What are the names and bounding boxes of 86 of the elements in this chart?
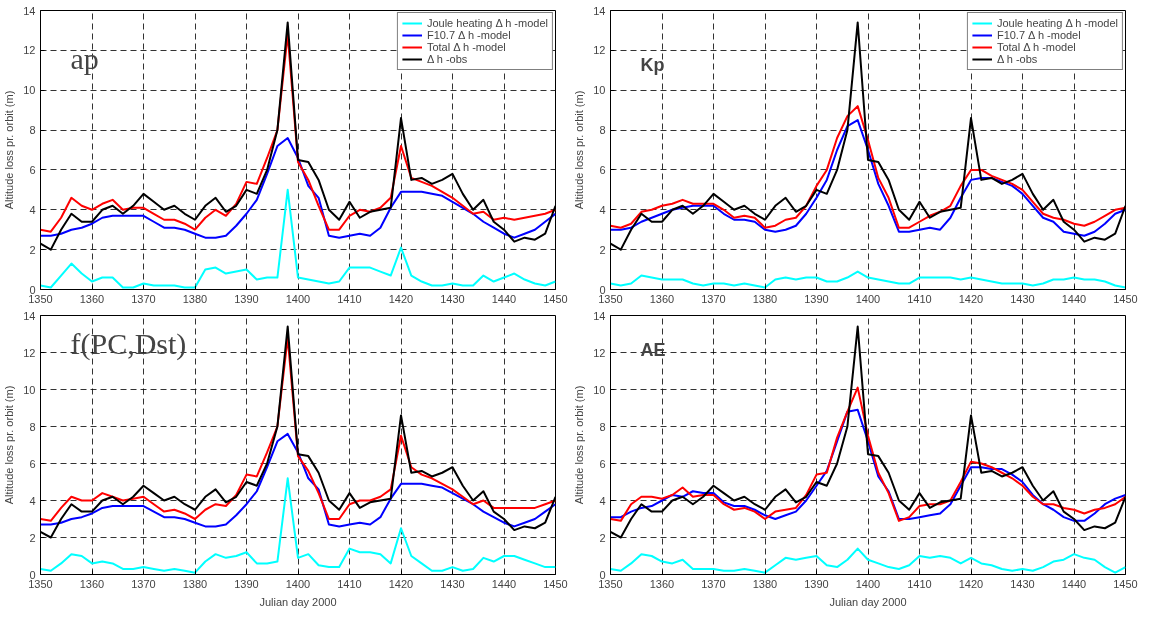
y-tick-label: 14 (23, 4, 36, 17)
x-tick-label: 1430 (440, 292, 465, 305)
y-tick-label: 4 (599, 494, 606, 507)
x-tick-label: 1360 (79, 292, 105, 305)
x-tick-label: 1370 (701, 577, 726, 590)
x-tick-label: 1400 (855, 577, 881, 590)
y-axis-title: Altitude loss pr. orbit (m) (3, 385, 16, 505)
x-axis-title: Julian day 2000 (259, 595, 337, 608)
x-tick-label: 1440 (1061, 292, 1087, 305)
x-tick-label: 1440 (491, 577, 517, 590)
y-axis-title: Altitude loss pr. orbit (m) (573, 90, 586, 210)
y-tick-label: 2 (599, 243, 606, 256)
x-tick-label: 1410 (907, 292, 932, 305)
x-tick-label: 1410 (907, 577, 932, 590)
x-tick-label: 1440 (1061, 577, 1087, 590)
y-tick-label: 14 (593, 309, 606, 322)
x-tick-label: 1440 (491, 292, 517, 305)
x-tick-label: 1450 (543, 292, 568, 305)
legend-label: Joule heating Δ h -model (426, 17, 548, 29)
y-tick-label: 8 (599, 420, 606, 433)
y-tick-label: 14 (593, 4, 606, 17)
y-tick-label: 12 (23, 44, 36, 57)
y-tick-label: 12 (593, 44, 606, 57)
x-tick-label: 1400 (855, 292, 881, 305)
y-axis-title: Altitude loss pr. orbit (m) (3, 90, 16, 210)
legend-label: F10.7 Δ h -model (426, 29, 511, 41)
annotation: Kp (640, 54, 665, 75)
y-tick-label: 6 (599, 457, 606, 470)
x-tick-label: 1390 (804, 292, 829, 305)
legend-label: Total Δ h -model (996, 41, 1076, 53)
x-tick-label: 1360 (649, 292, 675, 305)
x-tick-label: 1410 (337, 577, 362, 590)
x-tick-label: 1370 (131, 292, 156, 305)
y-tick-label: 2 (29, 531, 36, 544)
x-tick-label: 1420 (958, 292, 984, 305)
legend-label: F10.7 Δ h -model (996, 29, 1081, 41)
x-tick-label: 1450 (1113, 292, 1138, 305)
y-tick-label: 10 (593, 383, 606, 396)
y-tick-label: 8 (29, 124, 36, 137)
x-tick-label: 1400 (285, 577, 311, 590)
y-tick-label: 6 (29, 163, 36, 176)
x-tick-label: 1420 (388, 292, 414, 305)
x-tick-label: 1430 (1010, 292, 1035, 305)
legend-label: Joule heating Δ h -model (996, 17, 1118, 29)
x-tick-label: 1380 (752, 292, 778, 305)
x-tick-label: 1390 (234, 292, 259, 305)
x-tick-label: 1390 (804, 577, 829, 590)
x-tick-label: 1410 (337, 292, 362, 305)
y-tick-label: 2 (29, 243, 36, 256)
y-tick-label: 14 (23, 309, 36, 322)
x-tick-label: 1420 (388, 577, 414, 590)
y-tick-label: 4 (29, 203, 36, 216)
y-axis-title: Altitude loss pr. orbit (m) (573, 385, 586, 505)
y-tick-label: 8 (29, 420, 36, 433)
annotation: f(PC,Dst) (70, 326, 187, 361)
y-tick-label: 6 (29, 457, 36, 470)
y-tick-label: 8 (599, 124, 606, 137)
y-tick-label: 10 (23, 84, 36, 97)
x-tick-label: 1450 (1113, 577, 1138, 590)
x-tick-label: 1390 (234, 577, 259, 590)
y-tick-label: 2 (599, 531, 606, 544)
x-tick-label: 1380 (182, 292, 208, 305)
x-tick-label: 1360 (649, 577, 675, 590)
y-tick-label: 4 (29, 494, 36, 507)
y-tick-label: 10 (593, 84, 606, 97)
y-tick-label: 10 (23, 383, 36, 396)
x-tick-label: 1450 (543, 577, 568, 590)
annotation: AE (640, 339, 666, 360)
x-tick-label: 1370 (131, 577, 156, 590)
x-tick-label: 1370 (701, 292, 726, 305)
x-tick-label: 1420 (958, 577, 984, 590)
legend-label: Δ h -obs (996, 53, 1038, 65)
y-tick-label: 6 (599, 163, 606, 176)
annotation: ap (70, 41, 99, 75)
x-tick-label: 1380 (182, 577, 208, 590)
x-tick-label: 1400 (285, 292, 311, 305)
x-tick-label: 1430 (1010, 577, 1035, 590)
legend-label: Δ h -obs (426, 53, 468, 65)
x-tick-label: 1360 (79, 577, 105, 590)
x-axis-title: Julian day 2000 (829, 595, 907, 608)
x-tick-label: 1380 (752, 577, 778, 590)
x-tick-label: 1430 (440, 577, 465, 590)
y-tick-label: 4 (599, 203, 606, 216)
legend-label: Total Δ h -model (426, 41, 506, 53)
y-tick-label: 12 (593, 346, 606, 359)
y-tick-label: 12 (23, 346, 36, 359)
